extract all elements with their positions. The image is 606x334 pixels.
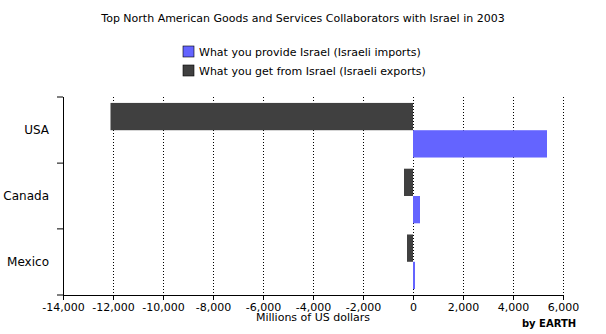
tick-mark [363,295,364,300]
bar [407,234,413,261]
tick-mark [63,295,64,300]
axis-line [64,296,564,301]
tick-label: Mexico [7,255,49,269]
grid [63,97,563,295]
tick-label: -14,000 [42,301,84,314]
bar [413,262,415,289]
background [0,0,606,334]
tick-mark [413,295,414,300]
tick-label: 0 [410,301,417,314]
tick-label: 6,000 [548,301,580,314]
tick-label: Canada [3,189,49,203]
tick: 4,000 [498,295,530,314]
tick-mark [113,295,114,300]
bar [413,130,547,157]
grid-line [463,97,464,295]
category-separator [57,228,63,229]
bar [111,103,414,130]
tick: USA [24,123,63,137]
tick-label: -12,000 [92,301,134,314]
legend-label: What you get from Israel (Israeli export… [199,65,426,78]
tick-mark [463,295,464,300]
grid-line [513,97,514,295]
grid-line [563,97,564,295]
tick-label: -8,000 [196,301,231,314]
tick-mark [263,295,264,300]
grid-line [63,97,64,295]
tick-label: USA [24,123,50,137]
tick: Canada [3,189,63,203]
tick: -12,000 [92,295,134,314]
legend-label: What you provide Israel (Israeli imports… [199,46,421,59]
tick-mark [563,295,564,300]
title: Top North American Goods and Services Co… [100,12,504,25]
x-axis-title: Millions of US dollars [256,311,370,324]
tick-mark [313,295,314,300]
category-separator [57,97,63,98]
legend-swatch [183,65,194,76]
category-separator [57,295,63,296]
chart: Top North American Goods and Services Co… [0,0,606,334]
tick-label: -10,000 [142,301,184,314]
tick: 2,000 [448,295,480,314]
annotation: by EARTH [522,318,576,329]
bars [111,103,548,289]
tick: 0 [410,295,417,314]
tick: -14,000 [42,295,84,314]
tick-label: 4,000 [498,301,530,314]
tick-mark [213,295,214,300]
legend: What you provide Israel (Israeli imports… [183,46,426,78]
tick-mark [513,295,514,300]
y-axis: USA Canada Mexico [3,97,63,296]
tick: -8,000 [196,295,231,314]
tick-mark [163,295,164,300]
axis-line [63,98,64,296]
tick-label: 2,000 [448,301,480,314]
tick: -10,000 [142,295,184,314]
bar [413,196,420,223]
tick: 6,000 [548,295,580,314]
tick: Mexico [7,255,63,269]
bar [404,169,413,196]
legend-swatch [183,46,194,57]
category-separator [57,163,63,164]
